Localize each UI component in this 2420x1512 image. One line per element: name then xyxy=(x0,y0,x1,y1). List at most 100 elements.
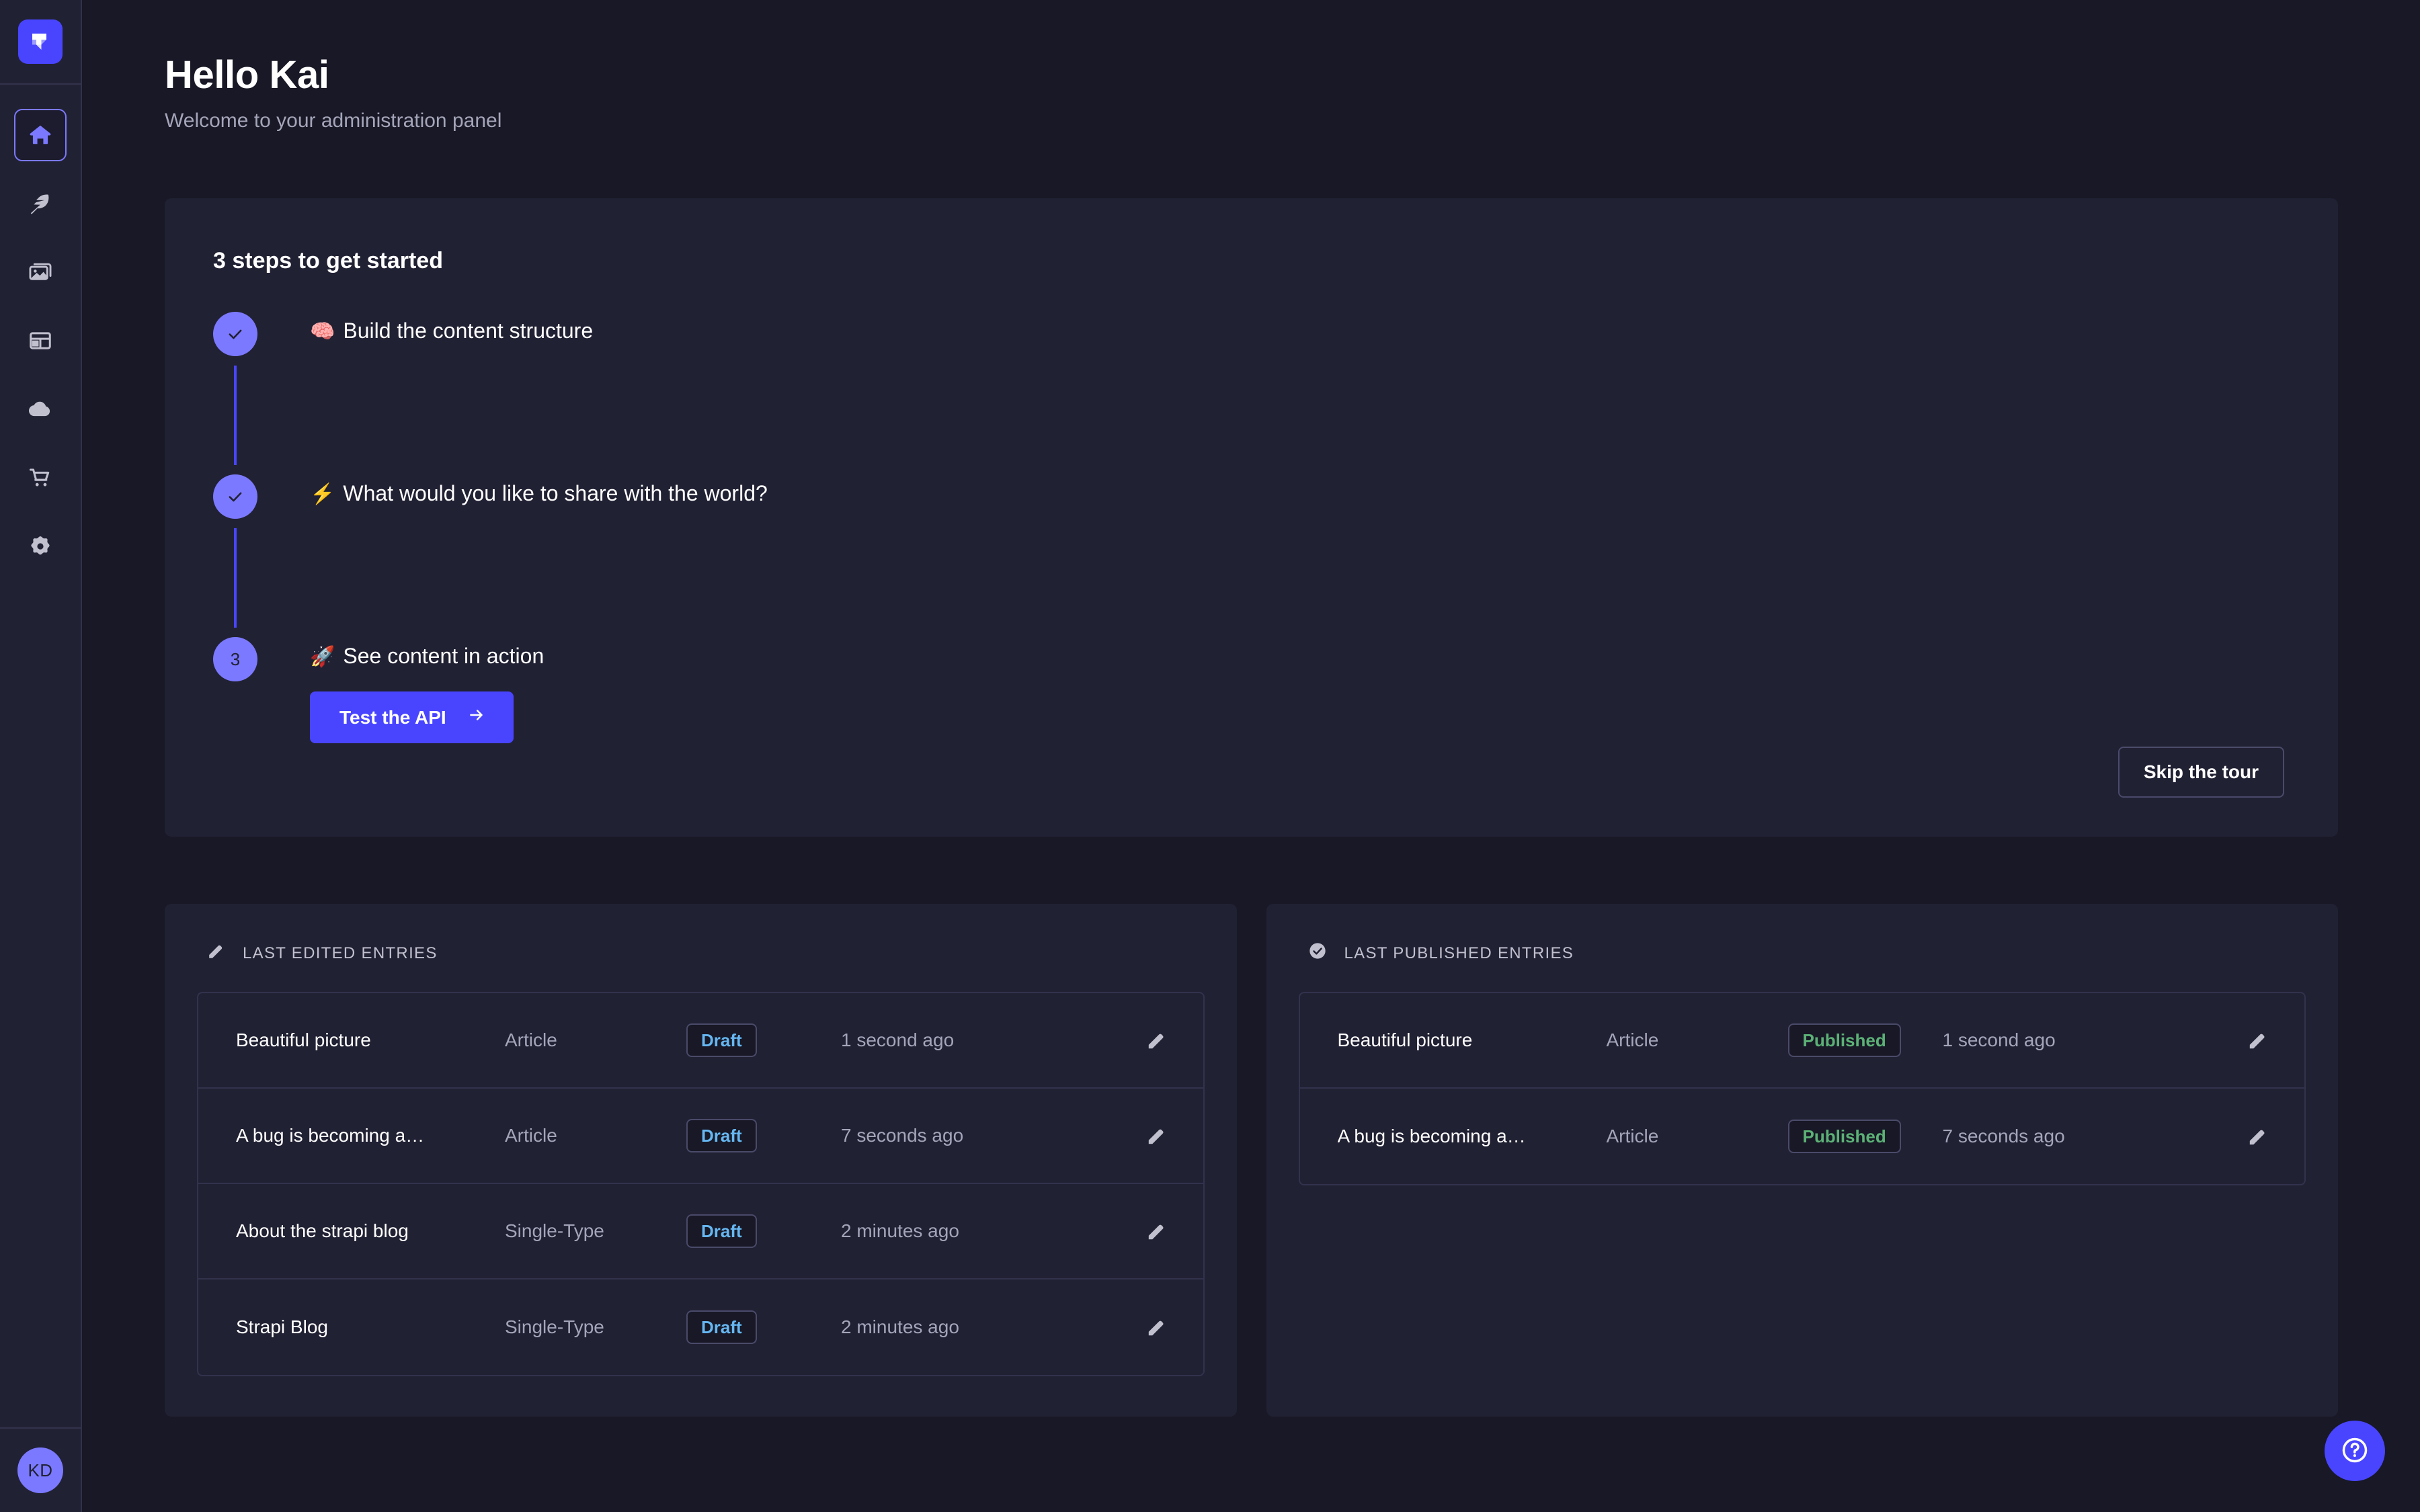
cloud-icon xyxy=(28,396,53,422)
entry-title: Beautiful picture xyxy=(236,1030,371,1050)
entry-actions xyxy=(2225,1025,2272,1055)
sidebar-item-settings[interactable] xyxy=(14,520,67,573)
entry-title: A bug is becoming a… xyxy=(1337,1126,1526,1146)
feather-icon xyxy=(28,191,53,216)
status-badge: Draft xyxy=(686,1310,757,1344)
entry-actions xyxy=(1124,1121,1171,1150)
sidebar-item-content-type-builder[interactable] xyxy=(14,314,67,367)
entry-time: 7 seconds ago xyxy=(841,1125,964,1146)
edit-entry-button[interactable] xyxy=(2243,1025,2272,1055)
status-badge: Published xyxy=(1787,1023,1901,1057)
entry-type: Single-Type xyxy=(505,1316,604,1337)
step-1-check-icon xyxy=(213,312,257,356)
skip-the-tour-button[interactable]: Skip the tour xyxy=(2118,747,2284,798)
check-circle-icon xyxy=(1308,941,1327,965)
step-3-number: 3 xyxy=(213,637,257,681)
status-badge: Draft xyxy=(686,1023,757,1057)
onboarding-step-1[interactable]: 🧠 Build the content structure xyxy=(213,312,2284,356)
gear-icon xyxy=(28,534,53,559)
avatar[interactable]: KD xyxy=(17,1447,63,1493)
help-button[interactable] xyxy=(2325,1421,2385,1481)
sidebar-brand[interactable] xyxy=(0,0,81,85)
table-row[interactable]: Beautiful picture Article Published 1 se… xyxy=(1299,993,2304,1089)
home-icon xyxy=(28,122,53,148)
rocket-emoji: 🚀 xyxy=(310,646,335,668)
entry-actions xyxy=(1124,1025,1171,1055)
entry-type: Single-Type xyxy=(505,1220,604,1241)
question-circle-icon xyxy=(2340,1435,2370,1467)
entry-type: Article xyxy=(1606,1030,1659,1050)
edit-entry-button[interactable] xyxy=(1141,1216,1171,1246)
entry-time: 2 minutes ago xyxy=(841,1220,959,1241)
brain-emoji: 🧠 xyxy=(310,321,335,343)
sidebar: KD xyxy=(0,0,82,1512)
sidebar-item-marketplace[interactable] xyxy=(14,452,67,504)
entry-status-cell: Draft xyxy=(686,1119,841,1152)
edit-entry-button[interactable] xyxy=(1141,1312,1171,1342)
entry-type: Article xyxy=(505,1125,557,1146)
entry-actions xyxy=(1124,1216,1171,1246)
entry-status-cell: Published xyxy=(1787,1023,1943,1057)
entry-actions xyxy=(2225,1122,2272,1151)
status-badge: Draft xyxy=(686,1119,757,1152)
last-published-panel: LAST PUBLISHED ENTRIES Beautiful picture… xyxy=(1266,904,2338,1417)
main-content: Hello Kai Welcome to your administration… xyxy=(82,0,2420,1512)
sidebar-item-home[interactable] xyxy=(14,109,67,161)
last-published-table: Beautiful picture Article Published 1 se… xyxy=(1298,992,2306,1185)
last-edited-header: LAST EDITED ENTRIES xyxy=(206,941,1205,965)
sidebar-item-cloud[interactable] xyxy=(14,383,67,435)
status-badge: Draft xyxy=(686,1214,757,1248)
entry-status-cell: Published xyxy=(1787,1120,1943,1153)
sidebar-nav xyxy=(0,109,81,573)
onboarding-steps: 🧠 Build the content structure ⚡ What would… xyxy=(213,312,2284,743)
entry-time: 1 second ago xyxy=(841,1030,955,1050)
step-3-label: 🚀 See content in action xyxy=(310,644,544,668)
onboarding-title: 3 steps to get started xyxy=(213,248,443,274)
sidebar-item-media-library[interactable] xyxy=(14,246,67,298)
entry-status-cell: Draft xyxy=(686,1214,841,1248)
onboarding-step-2[interactable]: ⚡ What would you like to share with the w… xyxy=(213,474,2284,519)
shopping-cart-icon xyxy=(28,465,53,491)
step-2-label: ⚡ What would you like to share with the w… xyxy=(310,481,768,505)
last-edited-table: Beautiful picture Article Draft 1 second… xyxy=(197,992,1205,1376)
step-2-check-icon xyxy=(213,474,257,519)
test-the-api-button[interactable]: Test the API xyxy=(310,691,514,743)
table-row[interactable]: About the strapi blog Single-Type Draft … xyxy=(198,1184,1203,1279)
edit-entry-button[interactable] xyxy=(1141,1121,1171,1150)
status-badge: Published xyxy=(1787,1120,1901,1153)
entry-title: A bug is becoming a… xyxy=(236,1125,425,1146)
sidebar-footer: KD xyxy=(0,1427,81,1512)
table-row[interactable]: A bug is becoming a… Article Draft 7 sec… xyxy=(198,1089,1203,1184)
sidebar-item-content-manager[interactable] xyxy=(14,177,67,230)
entry-type: Article xyxy=(505,1030,557,1050)
layout-icon xyxy=(28,328,53,353)
table-row[interactable]: Beautiful picture Article Draft 1 second… xyxy=(198,993,1203,1089)
entry-title: Beautiful picture xyxy=(1337,1030,1473,1050)
onboarding-step-3[interactable]: 3 🚀 See content in action Test the API xyxy=(213,637,2284,743)
entry-title: Strapi Blog xyxy=(236,1316,328,1337)
step-connector-1 xyxy=(234,366,237,465)
last-edited-title: LAST EDITED ENTRIES xyxy=(243,943,438,962)
pencil-icon xyxy=(206,941,225,965)
onboarding-card: 3 steps to get started 🧠 Build the conten… xyxy=(165,198,2338,837)
last-published-header: LAST PUBLISHED ENTRIES xyxy=(1308,941,2306,965)
last-published-title: LAST PUBLISHED ENTRIES xyxy=(1344,943,1574,962)
entry-panels: LAST EDITED ENTRIES Beautiful picture Ar… xyxy=(165,904,2338,1417)
page-title: Hello Kai xyxy=(165,53,329,97)
edit-entry-button[interactable] xyxy=(2243,1122,2272,1151)
entry-type: Article xyxy=(1606,1126,1659,1146)
images-icon xyxy=(28,259,53,285)
entry-title: About the strapi blog xyxy=(236,1220,409,1241)
test-the-api-label: Test the API xyxy=(339,706,446,728)
edit-entry-button[interactable] xyxy=(1141,1025,1171,1055)
step-connector-2 xyxy=(234,528,237,628)
table-row[interactable]: A bug is becoming a… Article Published 7… xyxy=(1300,1089,2305,1184)
step-1-label: 🧠 Build the content structure xyxy=(310,319,594,343)
lightning-emoji: ⚡ xyxy=(310,483,335,505)
entry-time: 7 seconds ago xyxy=(1942,1126,2065,1146)
step-3-content: 🚀 See content in action Test the API xyxy=(310,644,544,743)
strapi-logo-icon xyxy=(18,19,63,64)
entry-time: 1 second ago xyxy=(1942,1030,2056,1050)
table-row[interactable]: Strapi Blog Single-Type Draft 2 minutes … xyxy=(198,1279,1203,1375)
